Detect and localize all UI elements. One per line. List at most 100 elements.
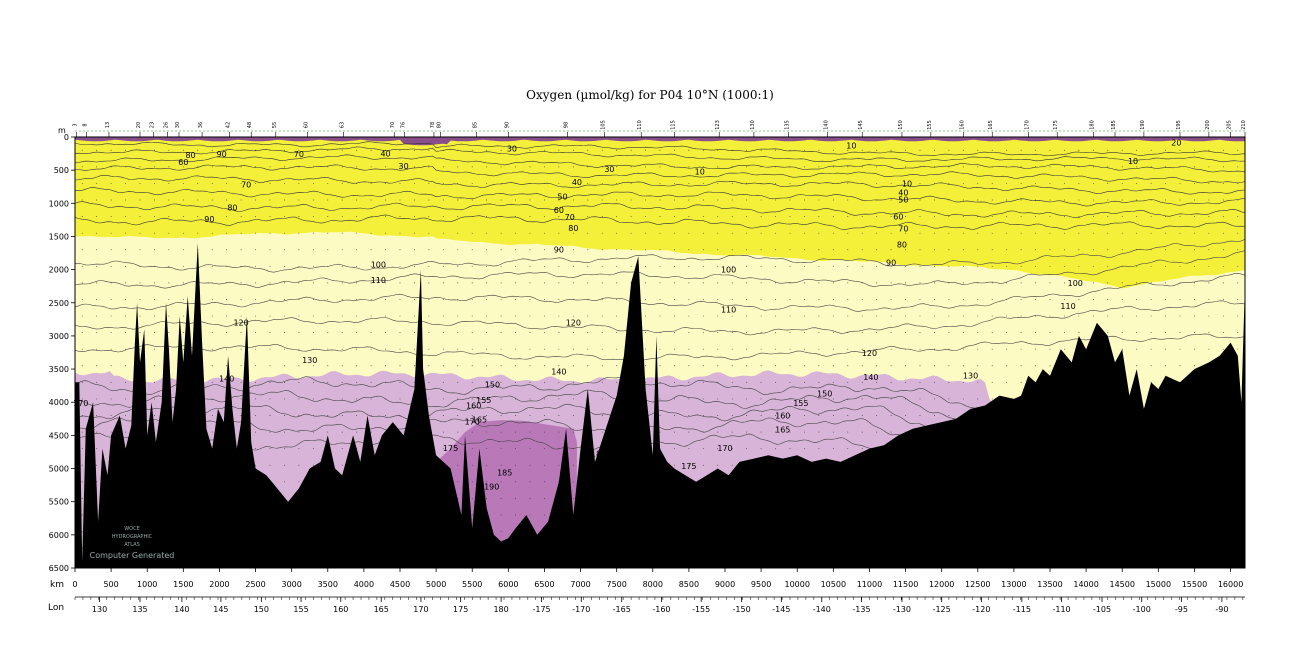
- sample-point: [645, 182, 647, 184]
- sample-point: [327, 299, 329, 300]
- station-label: 85: [473, 122, 479, 128]
- sample-point: [543, 497, 545, 499]
- sample-point: [572, 332, 574, 334]
- lon-tick-label: 180: [493, 605, 508, 614]
- sample-point: [861, 249, 863, 251]
- lon-tick-label: -145: [772, 605, 790, 614]
- sample-point: [327, 431, 329, 433]
- sample-point: [775, 315, 777, 317]
- sample-point: [125, 365, 127, 367]
- sample-point: [702, 398, 704, 400]
- sample-point: [139, 348, 141, 350]
- sample-point: [269, 182, 271, 184]
- sample-point: [630, 232, 632, 234]
- sample-point: [211, 216, 213, 218]
- sample-point: [1222, 315, 1224, 317]
- sample-point: [283, 249, 285, 251]
- lon-tick-label: -175: [532, 605, 550, 614]
- sample-point: [1222, 348, 1224, 350]
- sample-point: [746, 149, 748, 151]
- sample-point: [587, 232, 589, 234]
- sample-point: [96, 166, 98, 168]
- contour-label: 50: [557, 193, 567, 202]
- sample-point: [312, 199, 314, 201]
- sample-point: [1136, 149, 1138, 151]
- sample-point: [399, 232, 401, 234]
- sample-point: [1165, 149, 1167, 151]
- sample-point: [890, 365, 892, 367]
- sample-point: [486, 216, 488, 218]
- sample-point: [1092, 315, 1094, 317]
- sample-point: [327, 166, 329, 168]
- sample-point: [861, 216, 863, 218]
- sample-point: [471, 166, 473, 168]
- sample-point: [1006, 249, 1008, 251]
- km-tick-label: 1000: [137, 580, 157, 589]
- contour-label: 80: [227, 203, 237, 212]
- sample-point: [269, 348, 271, 350]
- sample-point: [269, 216, 271, 218]
- sample-point: [717, 216, 719, 218]
- sample-point: [789, 199, 791, 201]
- sample-point: [601, 365, 603, 367]
- sample-point: [153, 265, 155, 267]
- depth-tick-label: 6500: [49, 564, 69, 573]
- sample-point: [746, 315, 748, 317]
- sample-point: [587, 315, 589, 317]
- sample-point: [341, 299, 343, 300]
- sample-point: [110, 398, 112, 400]
- sample-point: [717, 398, 719, 400]
- sample-point: [486, 265, 488, 267]
- sample-point: [1208, 282, 1210, 284]
- sample-point: [543, 348, 545, 350]
- sample-point: [226, 199, 228, 201]
- sample-point: [515, 332, 517, 334]
- depth-tick-label: 3000: [49, 332, 69, 341]
- sample-point: [890, 182, 892, 184]
- contour-label: 140: [219, 374, 234, 383]
- sample-point: [746, 282, 748, 284]
- sample-point: [283, 216, 285, 218]
- km-tick-label: 14000: [1073, 580, 1098, 589]
- sample-point: [818, 265, 820, 267]
- sample-point: [991, 166, 993, 168]
- sample-point: [717, 282, 719, 284]
- sample-point: [558, 249, 560, 251]
- sample-point: [731, 232, 733, 234]
- sample-point: [1006, 216, 1008, 218]
- sample-point: [861, 431, 863, 433]
- sample-point: [139, 315, 141, 317]
- sample-point: [471, 431, 473, 433]
- sample-point: [543, 182, 545, 184]
- sample-point: [96, 299, 98, 300]
- sample-point: [197, 182, 199, 184]
- sample-point: [385, 149, 387, 151]
- sample-point: [1237, 182, 1239, 184]
- sample-point: [803, 398, 805, 400]
- sample-point: [558, 348, 560, 350]
- sample-point: [153, 381, 155, 383]
- sample-point: [905, 149, 907, 151]
- sample-point: [659, 199, 661, 201]
- sample-point: [659, 232, 661, 234]
- sample-point: [96, 232, 98, 234]
- sample-point: [702, 199, 704, 201]
- sample-point: [226, 182, 228, 184]
- sample-point: [428, 166, 430, 168]
- sample-point: [861, 365, 863, 367]
- station-label: 8: [83, 123, 89, 126]
- sample-point: [515, 282, 517, 284]
- sample-point: [1136, 332, 1138, 334]
- sample-point: [616, 232, 618, 234]
- sample-point: [1035, 149, 1037, 151]
- sample-point: [500, 365, 502, 367]
- sample-point: [153, 299, 155, 300]
- sample-point: [601, 299, 603, 300]
- sample-point: [1208, 166, 1210, 168]
- sample-point: [1121, 232, 1123, 234]
- station-number-axis: 3 8 13 20 23 26 30 36 42 48 55 60 63 70 76 78 80 85 90 98 10…: [72, 120, 1247, 137]
- sample-point: [413, 166, 415, 168]
- sample-point: [645, 365, 647, 367]
- sample-point: [702, 365, 704, 367]
- sample-point: [399, 166, 401, 168]
